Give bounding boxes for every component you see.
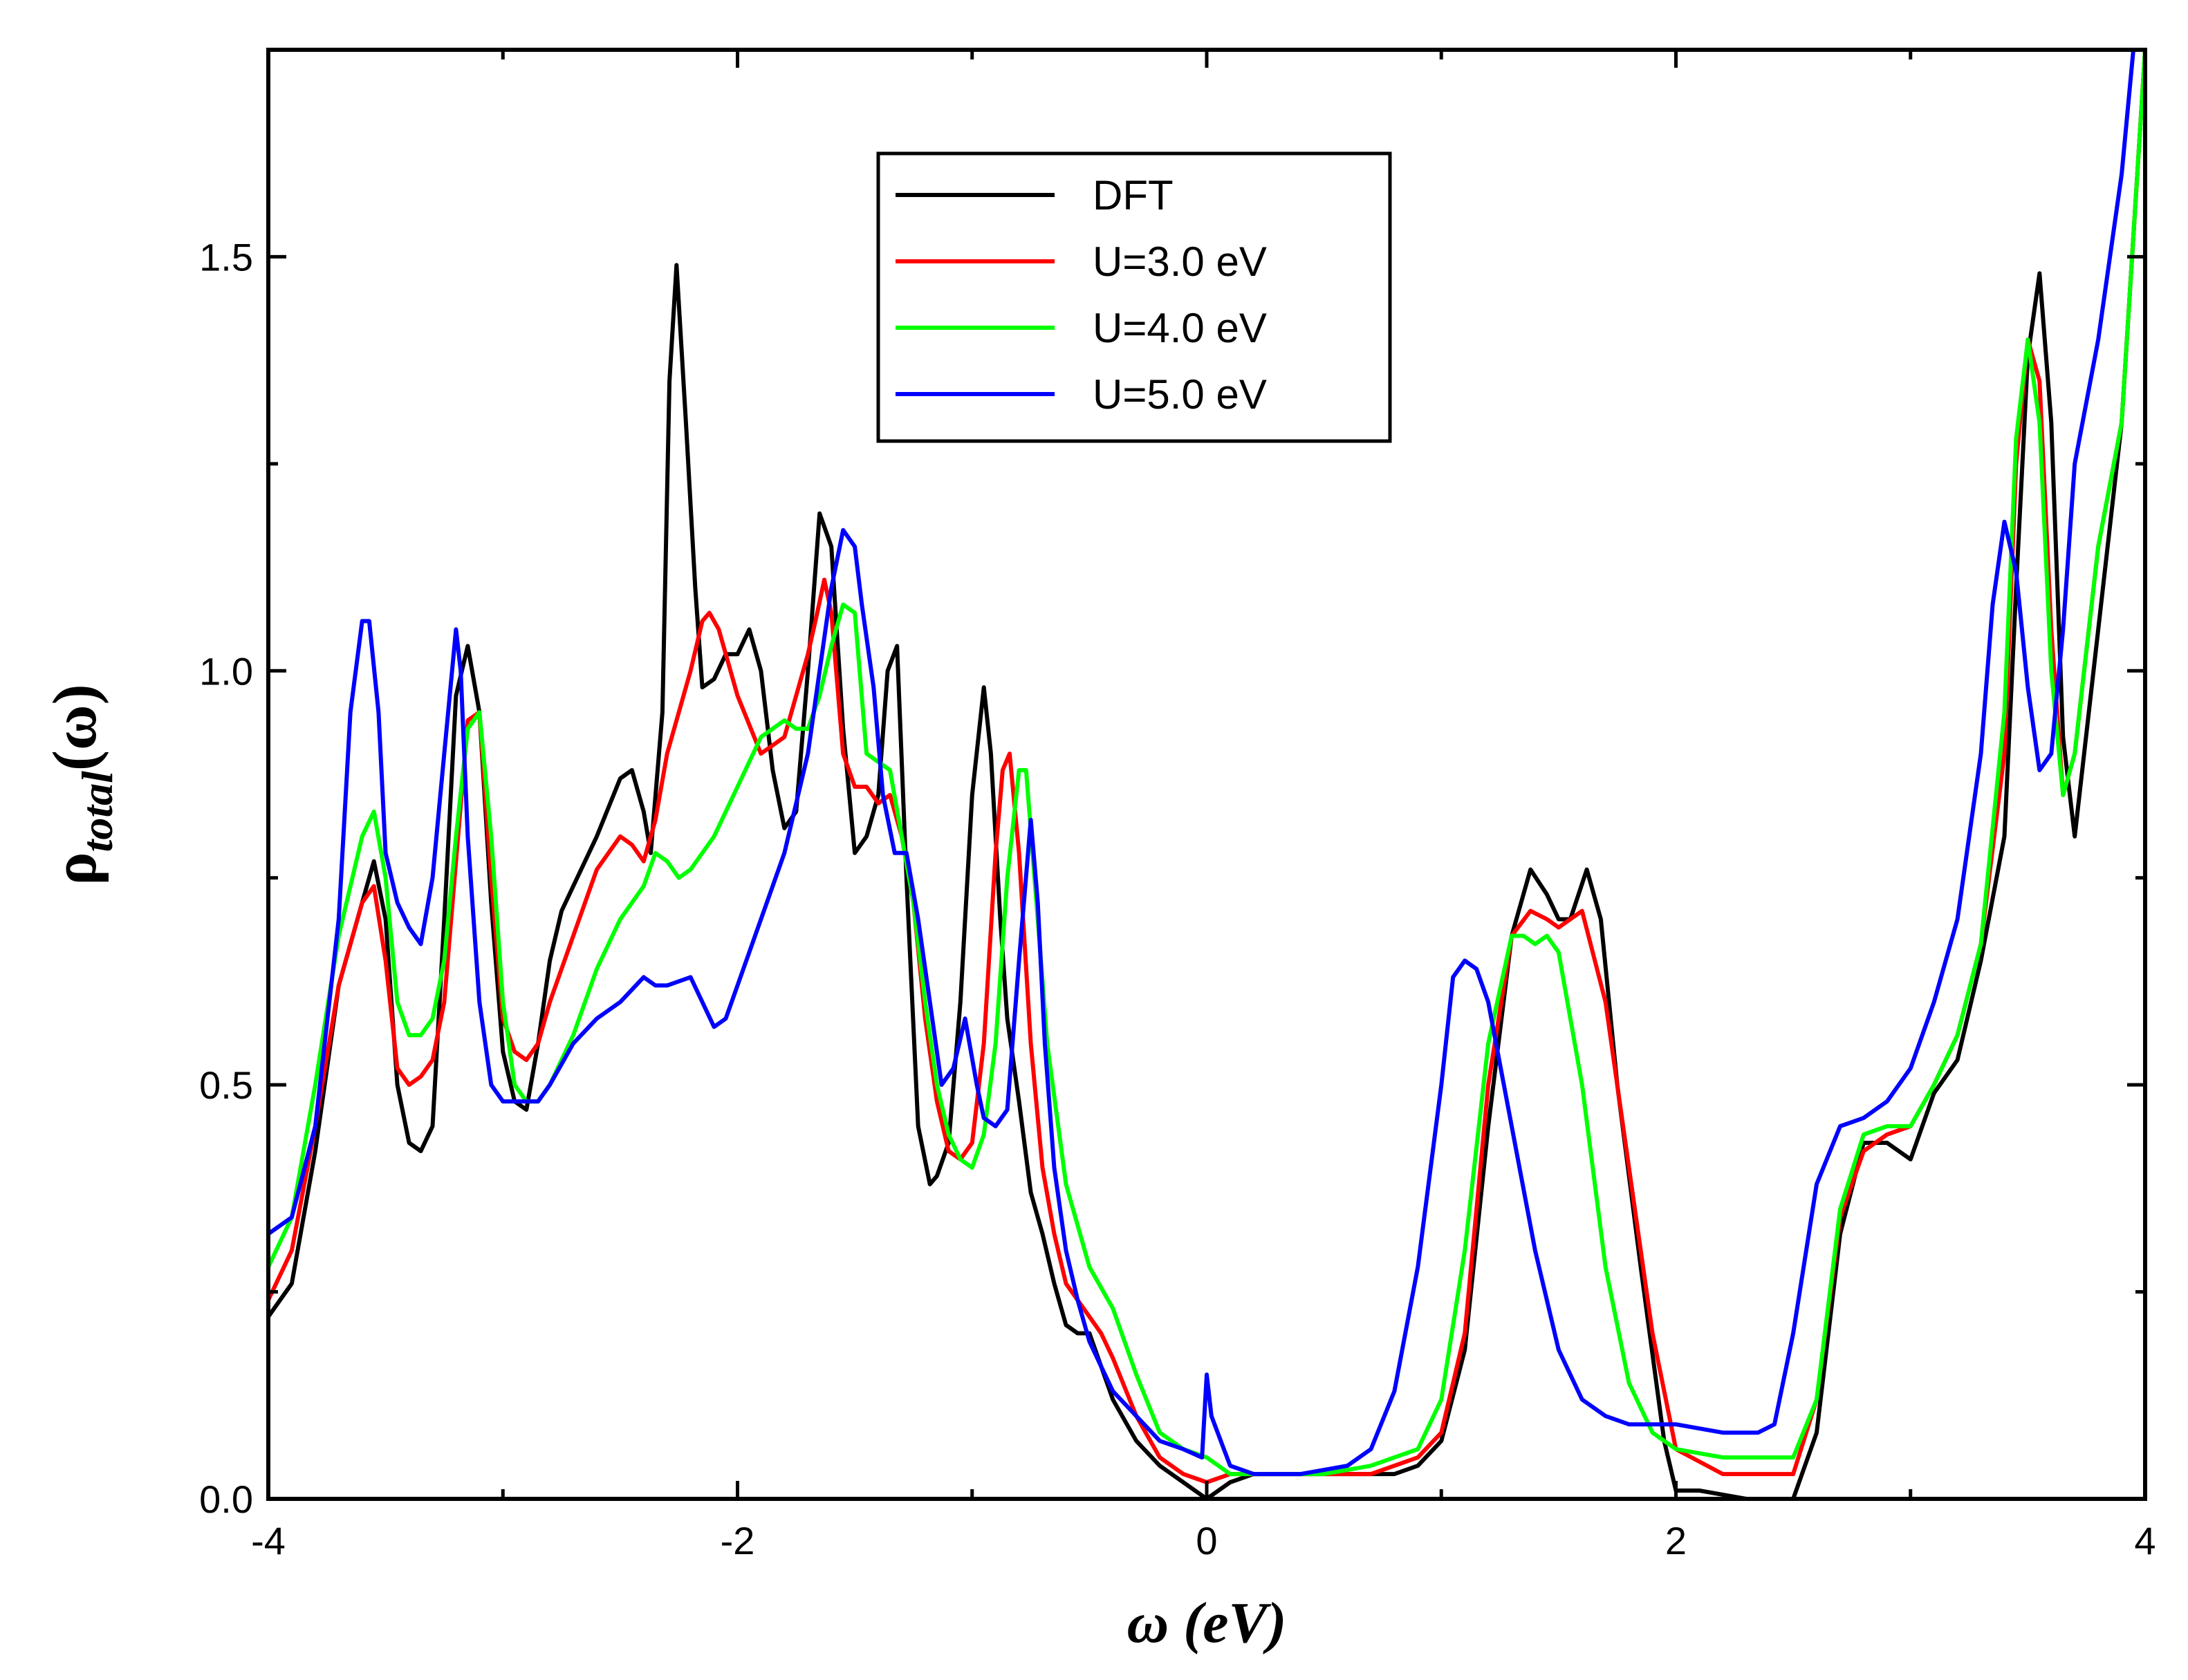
x-tick-label: 0 <box>1196 1519 1217 1562</box>
x-tick-label: -4 <box>251 1519 286 1562</box>
legend: DFT U=3.0 eV U=4.0 eV U=5.0 eV <box>876 151 1392 443</box>
series-line-0 <box>268 50 2145 1499</box>
y-axis-title: ρtotal(ω) <box>41 684 122 885</box>
x-axis-title: ω (eV) <box>1127 1591 1287 1655</box>
x-tick-label: 2 <box>1665 1519 1687 1562</box>
y-axis-title-main: ρ <box>41 852 109 885</box>
legend-label-u5: U=5.0 eV <box>1093 371 1267 418</box>
x-tick-label: -2 <box>721 1519 755 1562</box>
legend-label-dft: DFT <box>1093 172 1174 218</box>
legend-label-u3: U=3.0 eV <box>1093 239 1267 285</box>
series-layer <box>268 50 2145 1499</box>
series-line-3 <box>268 50 2135 1477</box>
legend-label-u4: U=4.0 eV <box>1093 305 1267 351</box>
y-tick-label: 1.5 <box>199 235 253 279</box>
y-tick-label: 0.5 <box>199 1063 253 1107</box>
x-tick-label: 4 <box>2134 1519 2155 1562</box>
series-line-1 <box>268 50 2145 1484</box>
series-line-2 <box>268 50 2145 1477</box>
ticks-layer: -4 -2 0 2 4 0.0 0.5 1.0 1.5 <box>199 50 2156 1562</box>
y-tick-label: 0.0 <box>199 1477 253 1521</box>
y-axis-title-tail: (ω) <box>41 684 109 771</box>
svg-text:ρtotal(ω): ρtotal(ω) <box>41 684 122 885</box>
y-tick-label: 1.0 <box>199 649 253 693</box>
y-axis-title-sub: total <box>73 771 122 852</box>
